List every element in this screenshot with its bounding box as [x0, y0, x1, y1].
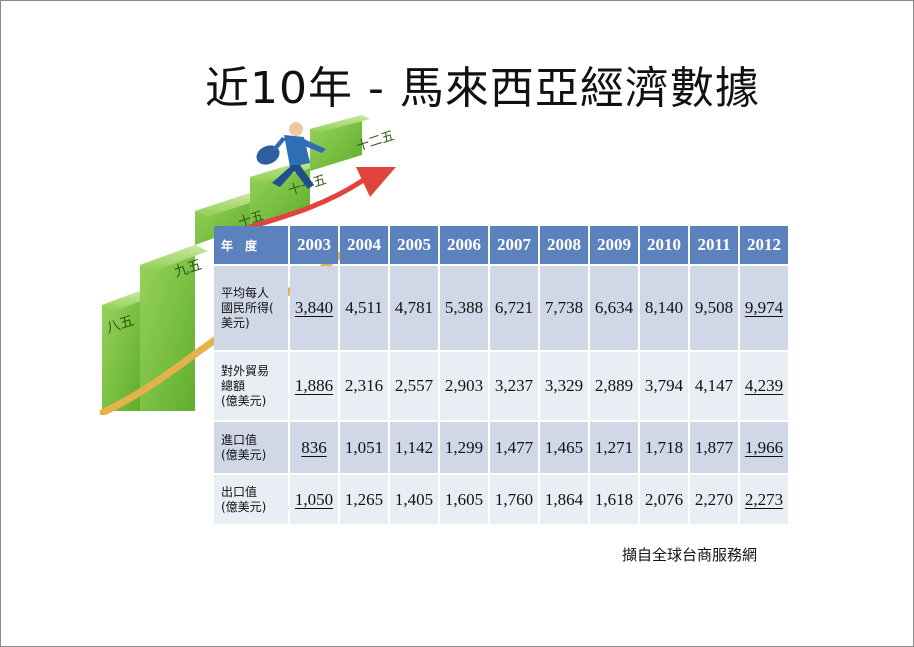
table-cell: 1,618: [590, 475, 638, 524]
table-cell: 2,270: [690, 475, 738, 524]
cell-value: 3,840: [294, 298, 334, 317]
year-header-label: 年 度: [214, 226, 288, 264]
cell-value: 1,886: [294, 376, 334, 395]
year-header: 2006: [440, 226, 488, 264]
row-label-line: 總額: [221, 378, 246, 393]
table-cell: 5,388: [440, 266, 488, 350]
year-header: 2004: [340, 226, 388, 264]
row-label: 平均每人 國民所得( 美元): [214, 266, 288, 350]
step-1: [102, 291, 152, 411]
year-header: 2003: [290, 226, 338, 264]
table-cell: 9,974: [740, 266, 788, 350]
table-cell: 1,966: [740, 422, 788, 473]
table-cell: 1,718: [640, 422, 688, 473]
table-cell: 4,147: [690, 352, 738, 420]
table-cell: 1,051: [340, 422, 388, 473]
source-credit: 擷自全球台商服務網: [622, 546, 758, 564]
table-cell: 9,508: [690, 266, 738, 350]
table-cell: 1,271: [590, 422, 638, 473]
year-header: 2012: [740, 226, 788, 264]
table-cell: 4,239: [740, 352, 788, 420]
cell-value: 4,239: [744, 376, 784, 395]
table-cell: 1,299: [440, 422, 488, 473]
row-label-line: 對外貿易: [221, 363, 270, 378]
table-cell: 2,889: [590, 352, 638, 420]
cell-value: 9,974: [744, 298, 784, 317]
year-header: 2007: [490, 226, 538, 264]
row-label-line: 平均每人: [221, 285, 270, 300]
table-row-total-trade: 對外貿易 總額 (億美元) 1,886 2,316 2,557 2,903 3,…: [214, 352, 788, 420]
table-cell: 3,329: [540, 352, 588, 420]
staircase-illustration: 八五 九五 十五 十一五 十二五: [100, 115, 396, 415]
table-cell: 1,050: [290, 475, 338, 524]
table-cell: 1,760: [490, 475, 538, 524]
row-label: 進口值 (億美元): [214, 422, 288, 473]
growth-arrow-icon: [247, 178, 365, 230]
table-cell: 6,721: [490, 266, 538, 350]
table-cell: 6,634: [590, 266, 638, 350]
cell-value: 836: [301, 437, 327, 457]
table-cell: 836: [290, 422, 338, 473]
table-cell: 7,738: [540, 266, 588, 350]
table-row-imports: 進口值 (億美元) 836 1,051 1,142 1,299 1,477 1,…: [214, 422, 788, 473]
table-cell: 1,142: [390, 422, 438, 473]
table-cell: 3,840: [290, 266, 338, 350]
table-cell: 1,465: [540, 422, 588, 473]
table-cell: 4,511: [340, 266, 388, 350]
row-label-line: (億美元): [221, 393, 267, 408]
table-cell: 1,477: [490, 422, 538, 473]
row-label-line: 出口值: [221, 484, 258, 499]
economic-data-table: 年 度 2003 2004 2005 2006 2007 2008 2009 2…: [212, 224, 790, 526]
table-row-gni-per-capita: 平均每人 國民所得( 美元) 3,840 4,511 4,781 5,388 6…: [214, 266, 788, 350]
table-cell: 2,273: [740, 475, 788, 524]
table-cell: 3,794: [640, 352, 688, 420]
row-label: 出口值 (億美元): [214, 475, 288, 524]
table-row-exports: 出口值 (億美元) 1,050 1,265 1,405 1,605 1,760 …: [214, 475, 788, 524]
table-cell: 2,903: [440, 352, 488, 420]
year-header: 2005: [390, 226, 438, 264]
table-cell: 4,781: [390, 266, 438, 350]
table-cell: 1,265: [340, 475, 388, 524]
table-cell: 2,316: [340, 352, 388, 420]
page-title: 近10年 - 馬來西亞經濟數據: [205, 63, 760, 114]
year-header: 2009: [590, 226, 638, 264]
table-header-row: 年 度 2003 2004 2005 2006 2007 2008 2009 2…: [214, 226, 788, 264]
table-cell: 1,864: [540, 475, 588, 524]
row-label: 對外貿易 總額 (億美元): [214, 352, 288, 420]
step-2: [140, 245, 208, 411]
step-3: [195, 193, 262, 245]
businessman-icon: [256, 122, 326, 189]
table-cell: 8,140: [640, 266, 688, 350]
table-cell: 3,237: [490, 352, 538, 420]
table-cell: 1,405: [390, 475, 438, 524]
cell-value: 2,273: [744, 489, 784, 509]
arrow-head-icon: [356, 167, 396, 197]
cell-value: 1,966: [744, 437, 784, 457]
table-cell: 2,557: [390, 352, 438, 420]
row-label-line: (億美元): [221, 499, 267, 514]
cell-value: 1,050: [294, 489, 334, 509]
row-label-line: 國民所得(: [221, 300, 274, 315]
table-cell: 1,605: [440, 475, 488, 524]
year-header: 2010: [640, 226, 688, 264]
row-label-line: 進口值: [221, 432, 258, 447]
table-cell: 1,877: [690, 422, 738, 473]
table-cell: 1,886: [290, 352, 338, 420]
row-label-line: (億美元): [221, 447, 267, 462]
step-5: [310, 115, 370, 171]
table-cell: 2,076: [640, 475, 688, 524]
row-label-line: 美元): [221, 315, 250, 330]
year-header: 2011: [690, 226, 738, 264]
year-header: 2008: [540, 226, 588, 264]
